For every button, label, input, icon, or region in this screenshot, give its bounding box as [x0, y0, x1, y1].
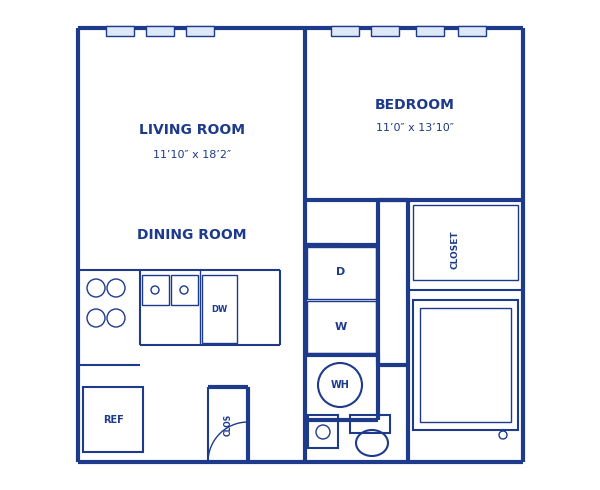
Text: CLOSET: CLOSET — [451, 231, 460, 270]
Bar — [331, 26, 359, 36]
Bar — [416, 26, 444, 36]
Bar — [307, 301, 376, 353]
Bar — [142, 275, 169, 305]
Bar — [458, 26, 486, 36]
Text: DW: DW — [211, 305, 227, 315]
Bar — [420, 308, 511, 422]
Text: D: D — [337, 267, 346, 277]
Bar — [171, 275, 198, 305]
Bar — [307, 247, 376, 299]
Text: CLOS: CLOS — [223, 414, 233, 436]
Text: 11’0″ x 13’10″: 11’0″ x 13’10″ — [376, 123, 454, 133]
Bar — [186, 26, 214, 36]
Text: W: W — [335, 322, 347, 332]
Text: BEDROOM: BEDROOM — [375, 98, 455, 112]
Bar — [350, 415, 390, 433]
Bar — [371, 26, 399, 36]
Bar — [202, 275, 237, 343]
Bar — [308, 415, 338, 448]
Bar — [146, 26, 174, 36]
Text: 11’10″ x 18’2″: 11’10″ x 18’2″ — [153, 150, 231, 160]
Text: WH: WH — [331, 380, 349, 390]
Bar — [413, 205, 518, 280]
Bar — [106, 26, 134, 36]
Bar — [413, 300, 518, 430]
Text: LIVING ROOM: LIVING ROOM — [139, 123, 245, 137]
Text: DINING ROOM: DINING ROOM — [137, 228, 247, 242]
Text: REF: REF — [103, 415, 124, 425]
Bar — [83, 387, 143, 452]
